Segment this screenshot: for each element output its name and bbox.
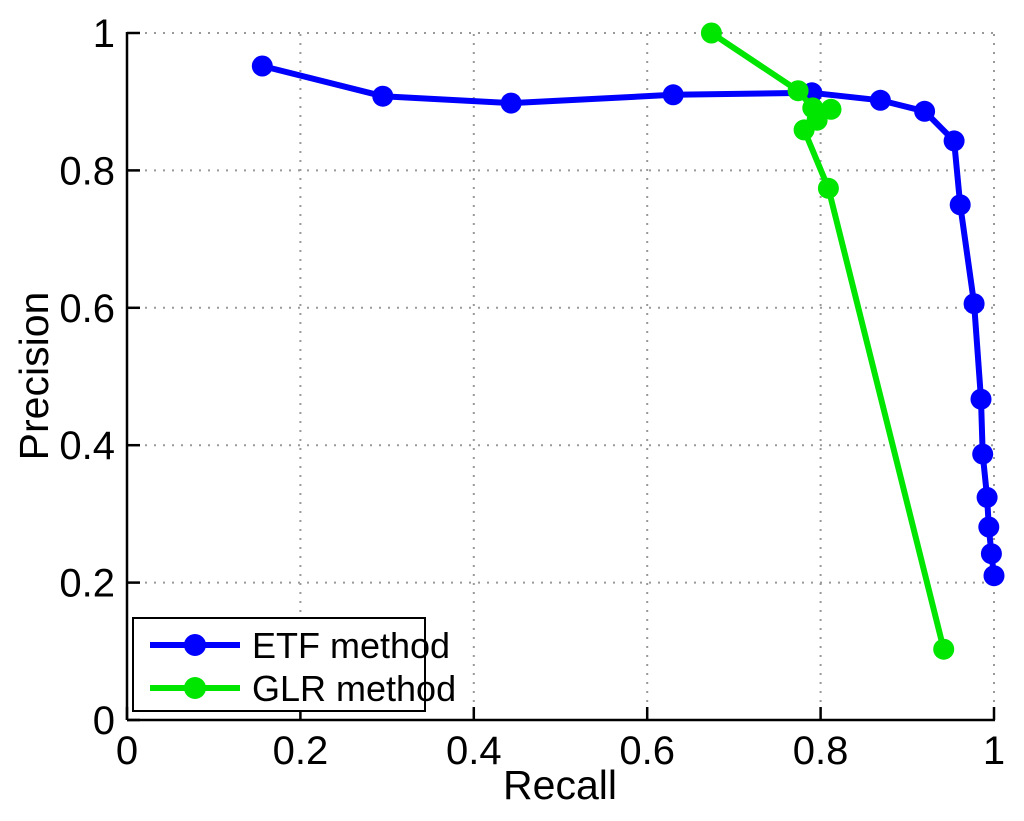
etf-method-data-point <box>949 194 971 216</box>
legend: ETF method GLR method <box>132 617 456 712</box>
y-tick-label: 0.6 <box>59 287 115 331</box>
etf-method-data-point <box>869 89 891 111</box>
etf-method-data-point <box>662 84 684 106</box>
x-tick-label: 0.6 <box>619 729 675 773</box>
glr-legend-marker <box>184 677 206 699</box>
y-axis-label: Precision <box>11 292 57 461</box>
etf-legend-label: ETF method <box>252 625 450 666</box>
glr-method-data-point <box>700 22 722 44</box>
data-series <box>251 22 1005 660</box>
glr-method-data-point <box>787 80 809 102</box>
glr-method-data-point <box>933 638 955 660</box>
x-axis-label: Recall <box>503 762 617 808</box>
glr-legend-label: GLR method <box>252 668 456 709</box>
x-tick-label: 0.8 <box>793 729 849 773</box>
etf-method-data-point <box>943 130 965 152</box>
etf-method-line <box>259 63 997 579</box>
etf-legend-marker <box>184 634 206 656</box>
legend-entry-etf: ETF method <box>150 625 450 666</box>
etf-method-data-point <box>983 565 1005 587</box>
etf-method-data-point <box>970 388 992 410</box>
x-tick-label: 0.2 <box>273 729 329 773</box>
y-tick-label: 0.2 <box>59 562 115 606</box>
y-tick-label: 0.4 <box>59 424 115 468</box>
etf-method-data-point <box>976 486 998 508</box>
glr-method-data-point <box>793 119 815 141</box>
etf-method-data-point <box>972 443 994 465</box>
etf-method-data-point <box>980 543 1002 565</box>
gridlines <box>127 32 995 720</box>
y-tick-label: 1 <box>93 12 115 56</box>
x-tick-label: 0.4 <box>446 729 502 773</box>
glr-method-line <box>708 30 947 653</box>
series-etf-method <box>251 55 1005 587</box>
legend-box <box>132 617 426 712</box>
glr-method-data-point <box>817 177 839 199</box>
series-glr-method <box>700 22 955 660</box>
y-tick-label: 0 <box>93 699 115 743</box>
etf-method-data-point <box>372 85 394 107</box>
axes <box>125 31 996 722</box>
etf-method-data-point <box>251 55 273 77</box>
y-tick-label: 0.8 <box>59 149 115 193</box>
x-tick-label: 0 <box>116 729 138 773</box>
etf-method-data-point <box>914 100 936 122</box>
etf-method-data-point <box>963 293 985 315</box>
etf-method-data-point <box>500 92 522 114</box>
x-tick-label: 1 <box>983 729 1005 773</box>
etf-method-data-point <box>978 516 1000 538</box>
legend-entry-glr: GLR method <box>150 668 456 709</box>
tick-labels: 0 0.2 0.4 0.6 0.8 1 0 0.2 0.4 0.6 0.8 1 <box>59 12 1005 773</box>
